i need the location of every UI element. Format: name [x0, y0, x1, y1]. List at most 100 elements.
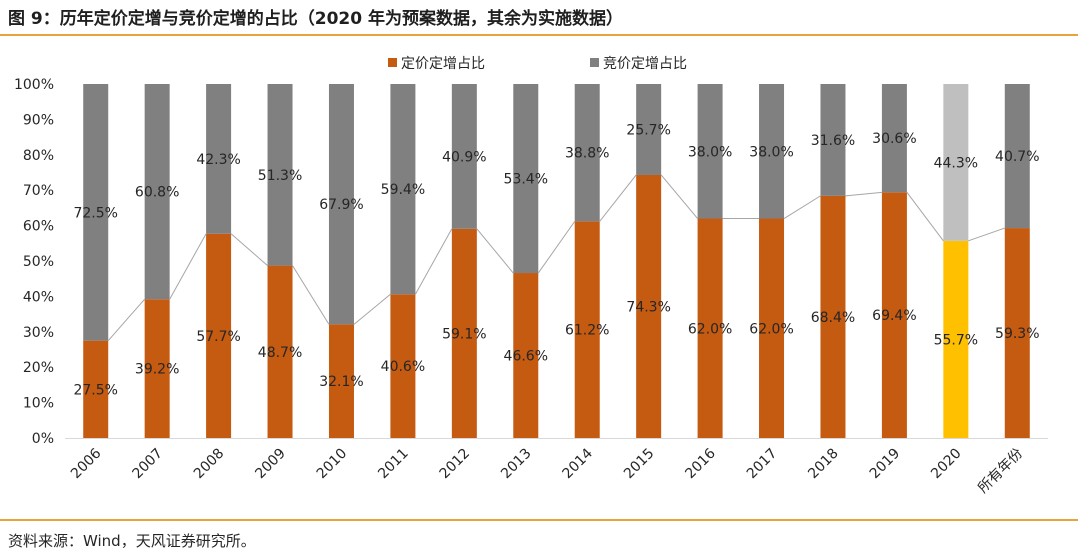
x-tick-label: 2007: [129, 446, 166, 483]
data-label-bidding: 59.4%: [381, 182, 425, 198]
series-connector-line: [845, 191, 882, 197]
legend: 定价定增占比 竞价定增占比: [388, 55, 687, 72]
y-tick-label: 10%: [23, 396, 54, 412]
y-tick-label: 50%: [23, 254, 54, 270]
data-label-pricing: 57.7%: [196, 329, 240, 345]
series-connector-line: [169, 233, 207, 300]
series-connector-line: [414, 228, 453, 295]
bar-bidding-placement: [820, 84, 846, 196]
series-connector-line: [476, 228, 514, 274]
bar-pricing-placement: [574, 221, 600, 438]
bar-pricing-placement: [697, 218, 723, 438]
x-tick-label: 2009: [252, 446, 289, 483]
data-label-bidding: 51.3%: [258, 168, 302, 184]
series-lines: [107, 174, 1005, 341]
x-tick-label: 2020: [928, 446, 965, 483]
y-tick-label: 100%: [14, 77, 54, 93]
data-label-bidding: 25.7%: [626, 122, 670, 138]
bar-pricing-placement: [759, 218, 785, 438]
bar-pricing-placement: [267, 265, 293, 438]
bar-bidding-placement: [943, 84, 969, 241]
bar-bidding-placement: [881, 84, 907, 193]
y-tick-label: 0%: [32, 431, 54, 447]
data-label-pricing: 40.6%: [381, 359, 425, 375]
data-label-bidding: 40.7%: [995, 149, 1039, 165]
series-connector-line: [599, 174, 637, 222]
x-tick-label: 2008: [191, 446, 228, 483]
data-label-pricing: 46.6%: [504, 349, 548, 365]
title-divider: [0, 34, 1078, 36]
series-connector-line: [783, 195, 821, 219]
source-note: 资料来源：Wind，天风证券研究所。: [8, 532, 256, 550]
bar-bidding-placement: [759, 84, 785, 219]
chart-title: 图 9：历年定价定增与竞价定增的占比（2020 年为预案数据，其余为实施数据）: [8, 9, 623, 29]
data-label-bidding: 40.9%: [442, 149, 486, 165]
y-tick-label: 90%: [23, 112, 54, 128]
bar-bidding-placement: [83, 84, 109, 341]
series-connector-line: [906, 192, 944, 242]
data-label-pricing: 55.7%: [934, 332, 978, 348]
data-label-bidding: 53.4%: [504, 172, 548, 188]
data-label-bidding: 67.9%: [319, 197, 363, 213]
bar-bidding-placement: [390, 84, 416, 295]
data-label-pricing: 59.3%: [995, 326, 1039, 342]
y-tick-label: 30%: [23, 325, 54, 341]
y-tick-label: 40%: [23, 289, 54, 305]
bar-bidding-placement: [451, 84, 477, 229]
bar-pricing-placement: [144, 299, 170, 438]
bar-pricing-placement: [881, 192, 907, 438]
bar-pricing-placement: [451, 228, 477, 438]
data-label-bidding: 31.6%: [811, 133, 855, 149]
x-tick-label: 2017: [744, 446, 781, 483]
series-connector-line: [537, 221, 576, 274]
bar-pricing-placement: [513, 273, 539, 438]
series-connector-line: [660, 174, 698, 219]
data-label-pricing: 48.7%: [258, 345, 302, 361]
bar-pricing-placement: [206, 233, 232, 438]
x-axis: 2006 2007 2008 2009 2010 2011 2012 2013 2014 2015…: [65, 438, 1048, 497]
data-label-bidding: 60.8%: [135, 185, 179, 201]
bar-pricing-placement: [636, 174, 662, 438]
legend-swatch: [388, 58, 397, 67]
x-tick-label: 所有年份: [975, 446, 1026, 497]
x-tick-label: 2011: [375, 446, 412, 483]
legend-label: 竞价定增占比: [603, 55, 687, 72]
data-label-pricing: 74.3%: [626, 299, 670, 315]
data-label-pricing: 61.2%: [565, 323, 609, 339]
data-label-bidding: 38.0%: [749, 144, 793, 160]
data-label-pricing: 32.1%: [319, 374, 363, 390]
legend-label: 定价定增占比: [401, 56, 485, 72]
bar-bidding-placement: [328, 84, 354, 325]
y-tick-label: 70%: [23, 183, 54, 199]
bar-bidding-placement: [513, 84, 539, 274]
data-label-pricing: 62.0%: [749, 321, 793, 337]
x-tick-label: 2015: [621, 446, 658, 483]
series-connector-line: [292, 265, 330, 325]
series-connector-line: [107, 298, 146, 341]
x-tick-label: 2006: [68, 445, 105, 482]
bar-bidding-placement: [267, 84, 293, 266]
data-label-bidding: 38.8%: [565, 146, 609, 162]
bar-pricing-placement: [943, 240, 969, 438]
bars: [83, 84, 1030, 438]
data-label-pricing: 39.2%: [135, 362, 179, 378]
bar-pricing-placement: [83, 340, 109, 438]
bar-bidding-placement: [1004, 84, 1030, 229]
data-label-pricing: 59.1%: [442, 326, 486, 342]
bar-pricing-placement: [1004, 228, 1030, 438]
data-label-bidding: 30.6%: [872, 131, 916, 147]
bar-pricing-placement: [820, 195, 846, 438]
data-label-bidding: 72.5%: [73, 205, 117, 221]
data-label-bidding: 42.3%: [196, 152, 240, 168]
y-tick-label: 80%: [23, 148, 54, 164]
data-label-pricing: 68.4%: [811, 310, 855, 326]
footer-divider: [0, 519, 1078, 521]
x-tick-label: 2012: [437, 446, 474, 483]
data-label-pricing: 27.5%: [73, 382, 117, 398]
x-tick-label: 2018: [805, 446, 842, 483]
bar-pricing-placement: [328, 324, 354, 438]
x-tick-label: 2010: [314, 446, 351, 483]
y-tick-label: 60%: [23, 219, 54, 235]
data-label-pricing: 69.4%: [872, 308, 916, 324]
bar-bidding-placement: [636, 84, 662, 175]
